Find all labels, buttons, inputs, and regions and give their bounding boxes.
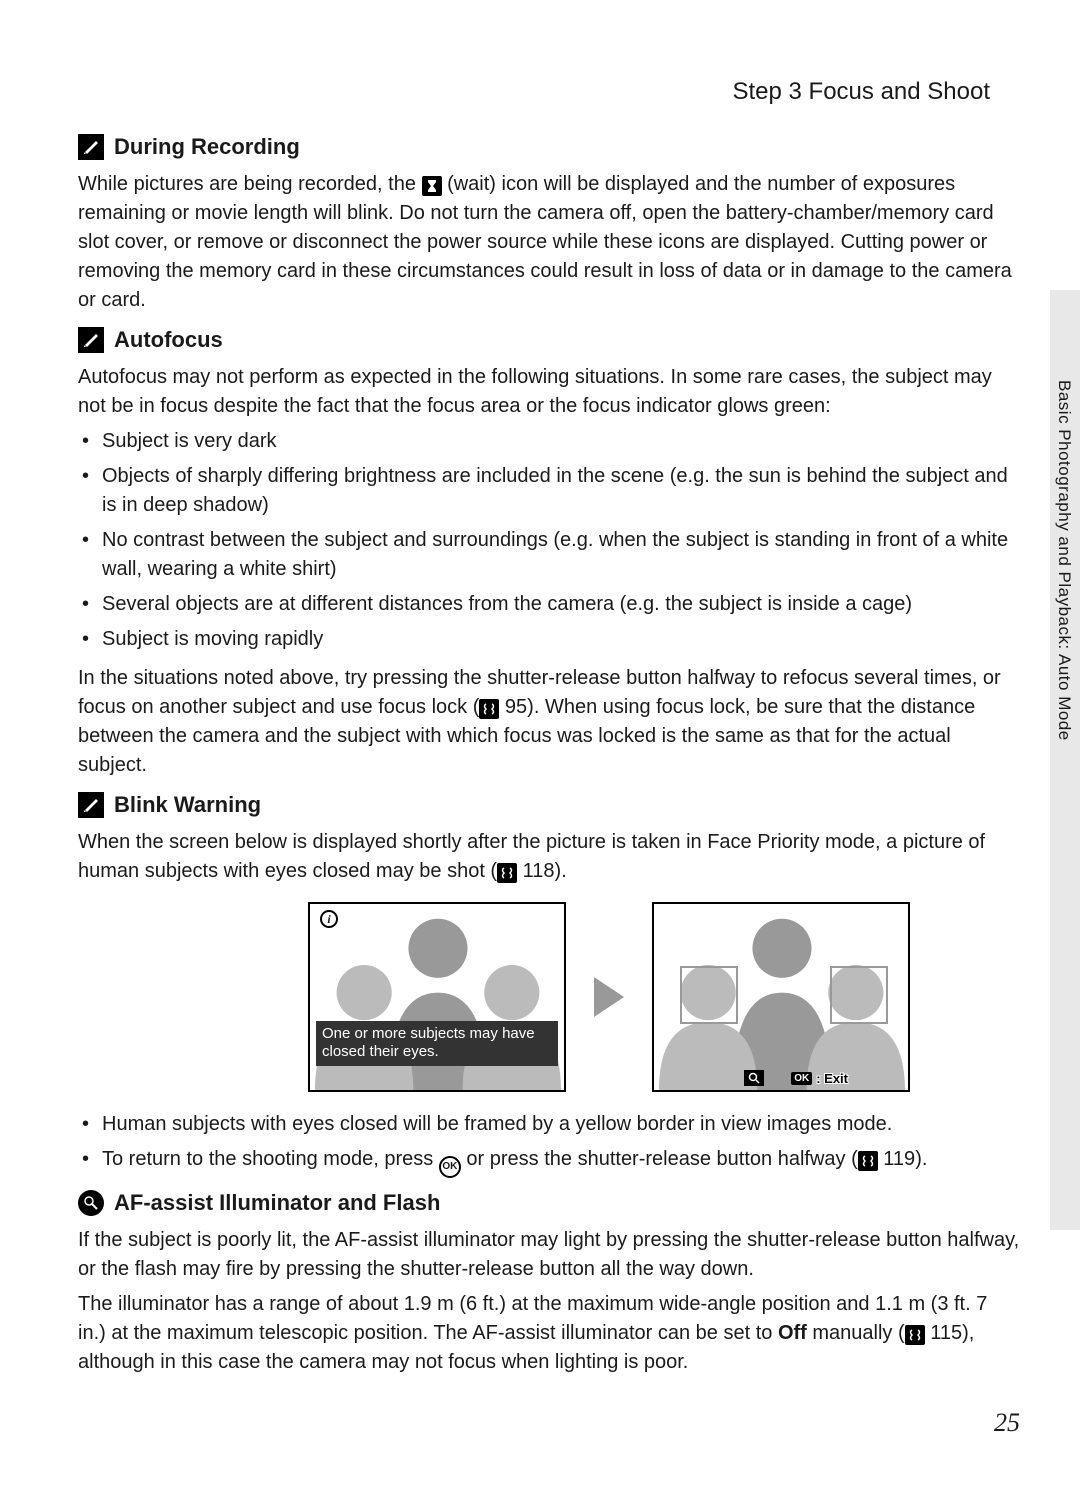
- section-autofocus-heading: Autofocus: [78, 327, 1020, 353]
- page-ref-icon: [858, 1151, 878, 1171]
- exit-label: : Exit: [816, 1071, 848, 1086]
- info-icon: i: [320, 910, 338, 928]
- tip-icon: [78, 1190, 104, 1216]
- arrow-right-icon: [594, 977, 624, 1017]
- list-item: Objects of sharply differing brightness …: [100, 462, 1020, 520]
- section-recording-heading: During Recording: [78, 134, 1020, 160]
- text: 118: [517, 860, 554, 882]
- lcd-screen-left: i One or more subjects may have closed t…: [308, 902, 566, 1092]
- recording-body: While pictures are being recorded, the (…: [78, 170, 1020, 315]
- lcd-screen-right: OK : Exit: [652, 902, 910, 1092]
- text: ).: [915, 1148, 927, 1170]
- ok-exit-row: OK : Exit: [791, 1071, 848, 1086]
- text: While pictures are being recorded, the: [78, 173, 422, 195]
- autofocus-bullets: Subject is very dark Objects of sharply …: [78, 427, 1020, 654]
- ok-button-icon: OK: [439, 1156, 461, 1178]
- page-ref-icon: [479, 699, 499, 719]
- section-autofocus-title: Autofocus: [114, 327, 223, 353]
- section-blink-title: Blink Warning: [114, 792, 261, 818]
- list-item: To return to the shooting mode, press OK…: [100, 1145, 1020, 1178]
- face-frame: [830, 966, 888, 1024]
- list-item: Human subjects with eyes closed will be …: [100, 1110, 1020, 1139]
- list-item: Several objects are at different distanc…: [100, 590, 1020, 619]
- side-tab-label: Basic Photography and Playback: Auto Mod…: [1054, 380, 1074, 741]
- text: ).: [555, 860, 567, 882]
- text: 95: [499, 696, 527, 718]
- face-frame: [680, 966, 738, 1024]
- section-blink-heading: Blink Warning: [78, 792, 1020, 818]
- note-icon: [78, 327, 104, 353]
- section-afassist-title: AF-assist Illuminator and Flash: [114, 1190, 440, 1216]
- text: manually (: [807, 1322, 905, 1344]
- autofocus-intro: Autofocus may not perform as expected in…: [78, 363, 1020, 421]
- note-icon: [78, 134, 104, 160]
- page-ref-icon: [905, 1325, 925, 1345]
- page-step-header: Step 3 Focus and Shoot: [78, 78, 1020, 106]
- page-number: 25: [994, 1408, 1020, 1438]
- note-icon: [78, 792, 104, 818]
- list-item: Subject is moving rapidly: [100, 625, 1020, 654]
- section-recording-title: During Recording: [114, 134, 300, 160]
- text: 115: [925, 1322, 962, 1344]
- list-item: No contrast between the subject and surr…: [100, 526, 1020, 584]
- zoom-icon: [744, 1070, 764, 1086]
- text: To return to the shooting mode, press: [102, 1148, 439, 1170]
- blink-bullets: Human subjects with eyes closed will be …: [78, 1110, 1020, 1178]
- wait-icon: [422, 176, 442, 196]
- list-item: Subject is very dark: [100, 427, 1020, 456]
- autofocus-outro: In the situations noted above, try press…: [78, 664, 1020, 780]
- page-ref-icon: [497, 863, 517, 883]
- afassist-p1: If the subject is poorly lit, the AF-ass…: [78, 1226, 1020, 1284]
- section-afassist-heading: AF-assist Illuminator and Flash: [78, 1190, 1020, 1216]
- blink-illustration: i One or more subjects may have closed t…: [198, 902, 1020, 1092]
- text: or press the shutter-release button half…: [461, 1148, 858, 1170]
- afassist-p2: The illuminator has a range of about 1.9…: [78, 1290, 1020, 1377]
- lcd-message: One or more subjects may have closed the…: [316, 1021, 558, 1067]
- blink-intro: When the screen below is displayed short…: [78, 828, 1020, 886]
- ok-badge: OK: [791, 1072, 812, 1085]
- text: 119: [878, 1148, 915, 1170]
- text-bold: Off: [778, 1322, 807, 1344]
